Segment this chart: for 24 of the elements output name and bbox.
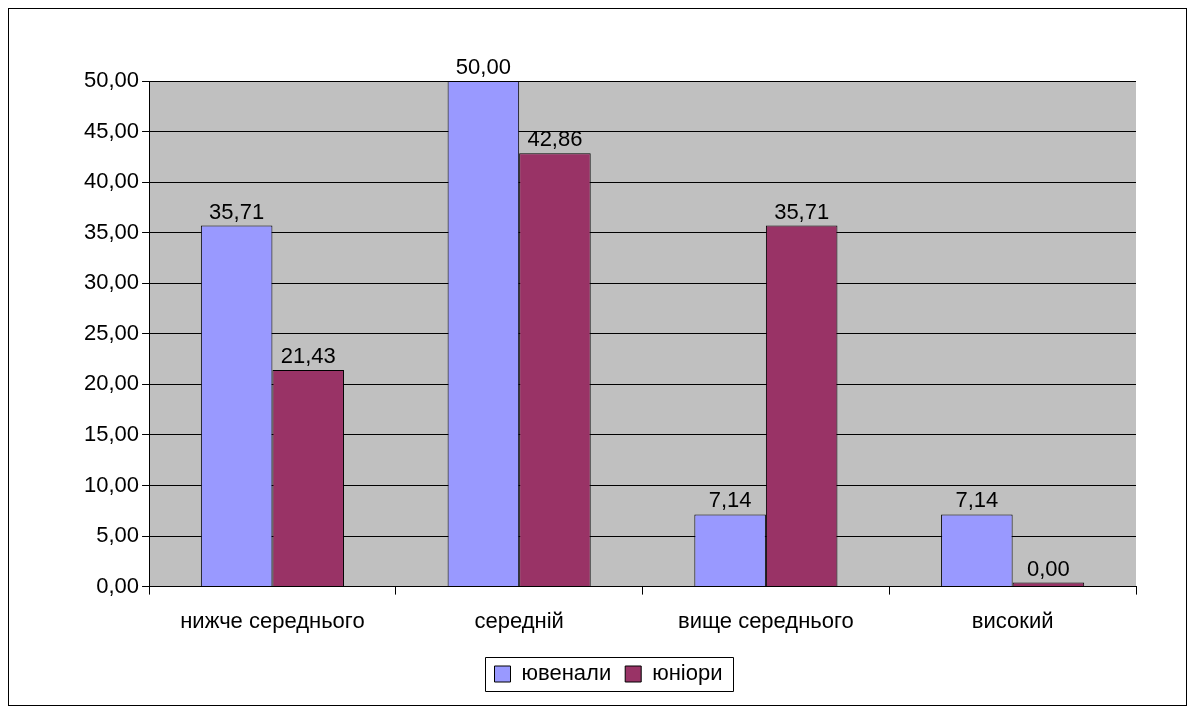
x-tick-label: нижче середнього bbox=[180, 607, 365, 633]
data-label: 50,00 bbox=[455, 54, 511, 80]
data-label: 7,14 bbox=[955, 487, 999, 513]
y-tick-label: 45,00 bbox=[83, 117, 140, 143]
x-tick-label: вище середнього bbox=[677, 607, 854, 633]
data-label: 21,43 bbox=[280, 342, 336, 368]
data-label: 7,14 bbox=[708, 487, 752, 513]
y-tick-label: 50,00 bbox=[83, 67, 140, 93]
data-label: 35,71 bbox=[209, 198, 265, 224]
data-label: 0,00 bbox=[1026, 555, 1070, 581]
y-tick-label: 5,00 bbox=[96, 522, 140, 548]
legend-label: ювенали bbox=[521, 660, 612, 686]
data-label: 35,71 bbox=[774, 198, 830, 224]
y-tick-label: 0,00 bbox=[96, 572, 140, 598]
x-tick-label: середній bbox=[474, 607, 564, 633]
y-tick-label: 35,00 bbox=[83, 218, 140, 244]
y-tick-label: 20,00 bbox=[83, 370, 140, 396]
y-tick-label: 25,00 bbox=[83, 319, 140, 345]
y-tick-label: 15,00 bbox=[83, 420, 140, 446]
x-tick-label: високий bbox=[971, 607, 1054, 633]
y-tick-label: 30,00 bbox=[83, 269, 140, 295]
y-tick-label: 10,00 bbox=[83, 471, 140, 497]
y-tick-label: 40,00 bbox=[83, 168, 140, 194]
legend-label: юніори bbox=[652, 660, 723, 686]
